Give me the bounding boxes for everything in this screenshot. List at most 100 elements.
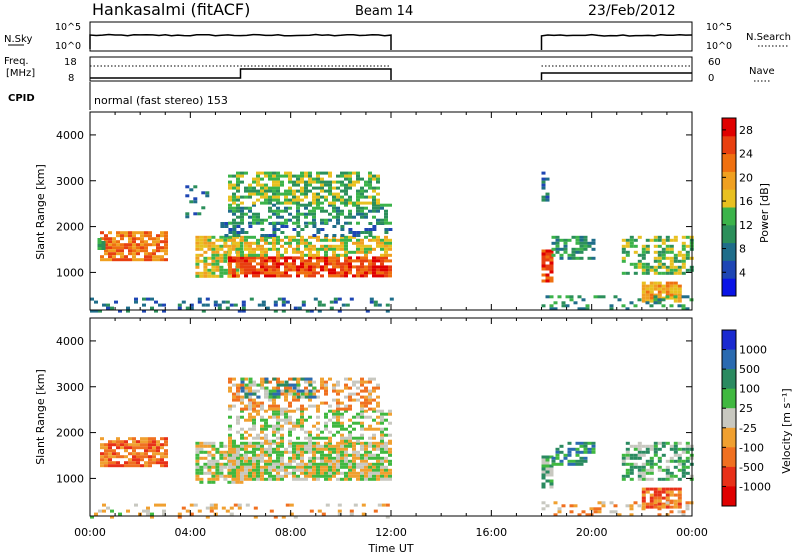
- heatmap-cell: [203, 444, 208, 448]
- heatmap-cell: [333, 297, 338, 301]
- colorbar-tick-label: -1000: [739, 480, 771, 493]
- heatmap-cell: [641, 507, 646, 511]
- heatmap-cell: [264, 441, 268, 445]
- heatmap-cell: [633, 456, 638, 460]
- heatmap-cell: [276, 392, 281, 396]
- heatmap-cell: [376, 235, 380, 239]
- heatmap-cell: [388, 462, 392, 466]
- heatmap-cell: [364, 427, 368, 431]
- heatmap-cell: [140, 246, 144, 250]
- heatmap-cell: [549, 270, 554, 274]
- heatmap-cell: [591, 256, 596, 260]
- heatmap-cell: [207, 471, 212, 475]
- heatmap-cell: [248, 389, 252, 393]
- heatmap-cell: [348, 418, 352, 422]
- heatmap-cell: [272, 241, 276, 245]
- heatmap-cell: [152, 252, 156, 256]
- heatmap-cell: [268, 241, 272, 245]
- heatmap-cell: [308, 398, 312, 402]
- heatmap-cell: [128, 443, 132, 447]
- heatmap-cell: [356, 274, 360, 278]
- heatmap-cell: [304, 186, 308, 190]
- heatmap-cell: [300, 412, 304, 416]
- heatmap-cell: [336, 444, 340, 448]
- heatmap-cell: [240, 465, 244, 469]
- heatmap-cell: [308, 268, 312, 272]
- heatmap-cell: [329, 306, 334, 310]
- heatmap-cell: [372, 177, 376, 181]
- heatmap-cell: [300, 259, 304, 263]
- heatmap-cell: [284, 383, 289, 387]
- heatmap-cell: [352, 231, 357, 234]
- heatmap-cell: [384, 235, 388, 239]
- heatmap-cell: [288, 201, 292, 205]
- heatmap-cell: [380, 441, 384, 445]
- heatmap-cell: [637, 262, 642, 266]
- heatmap-cell: [252, 421, 256, 425]
- heatmap-cell: [545, 258, 550, 262]
- heatmap-cell: [637, 441, 642, 445]
- heatmap-cell: [609, 307, 614, 311]
- heatmap-cell: [657, 265, 662, 269]
- heatmap-cell: [264, 234, 269, 237]
- heatmap-cell: [324, 218, 328, 222]
- heatmap-cell: [308, 235, 312, 239]
- heatmap-cell: [637, 447, 642, 451]
- heatmap-cell: [292, 468, 296, 472]
- heatmap-cell: [376, 221, 380, 225]
- heatmap-cell: [384, 477, 388, 481]
- heatmap-cell: [368, 174, 372, 178]
- heatmap-cell: [244, 404, 248, 408]
- heatmap-cell: [289, 503, 294, 507]
- heatmap-cell: [555, 453, 560, 457]
- heatmap-cell: [264, 218, 268, 222]
- heatmap-cell: [236, 225, 241, 228]
- heatmap-cell: [320, 228, 325, 231]
- heatmap-cell: [380, 459, 384, 463]
- heatmap-cell: [316, 174, 320, 178]
- heatmap-cell: [591, 238, 596, 242]
- heatmap-cell: [541, 180, 546, 184]
- heatmap-cell: [300, 265, 304, 269]
- heatmap-cell: [244, 456, 248, 460]
- heatmap-cell: [657, 468, 662, 472]
- heatmap-cell: [336, 412, 340, 416]
- heatmap-cell: [364, 401, 368, 405]
- heatmap-cell: [140, 243, 144, 247]
- heatmap-cell: [195, 462, 200, 466]
- heatmap-cell: [312, 212, 316, 216]
- heatmap-cell: [341, 303, 346, 307]
- heatmap-cell: [657, 496, 662, 500]
- heatmap-cell: [332, 203, 336, 207]
- heatmap-cell: [344, 474, 348, 478]
- heatmap-cell: [629, 244, 634, 248]
- heatmap-cell: [677, 459, 682, 463]
- heatmap-cell: [673, 474, 678, 478]
- heatmap-cell: [284, 235, 288, 239]
- heatmap-cell: [320, 268, 324, 272]
- heatmap-cell: [372, 407, 376, 411]
- heatmap-cell: [388, 271, 392, 275]
- heatmap-cell: [248, 192, 252, 196]
- heatmap-cell: [641, 244, 646, 248]
- cpid-label: CPID: [8, 93, 35, 104]
- heatmap-cell: [332, 412, 336, 416]
- heatmap-cell: [376, 415, 380, 419]
- heatmap-cell: [348, 221, 352, 225]
- heatmap-cell: [669, 510, 674, 514]
- heatmap-cell: [268, 380, 272, 384]
- heatmap-cell: [288, 268, 292, 272]
- heatmap-cell: [593, 507, 598, 511]
- heatmap-cell: [388, 259, 392, 263]
- heatmap-cell: [215, 468, 220, 472]
- heatmap-cell: [665, 465, 670, 469]
- heatmap-cell: [579, 456, 584, 460]
- heatmap-cell: [280, 474, 284, 478]
- heatmap-cell: [268, 477, 272, 481]
- heatmap-cell: [288, 441, 292, 445]
- heatmap-cell: [240, 436, 244, 440]
- heatmap-cell: [601, 295, 606, 299]
- heatmap-cell: [681, 513, 686, 517]
- heatmap-cell: [228, 231, 233, 234]
- heatmap-cell: [571, 256, 576, 260]
